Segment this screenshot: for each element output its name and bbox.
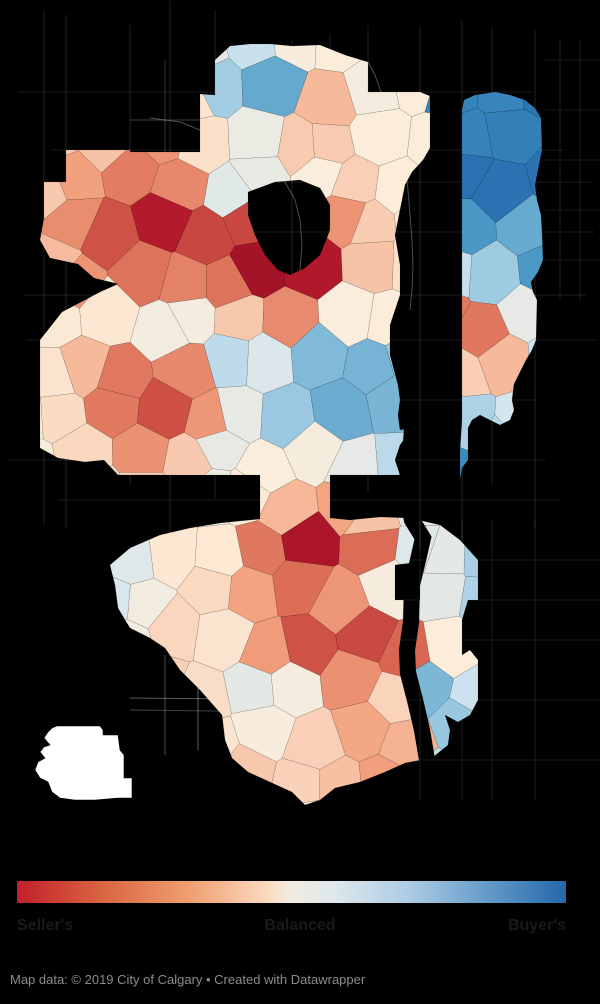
svg-text:Buyer's: Buyer's (508, 917, 566, 934)
svg-text:Balanced: Balanced (264, 917, 335, 934)
svg-text:Seller's: Seller's (17, 917, 73, 934)
